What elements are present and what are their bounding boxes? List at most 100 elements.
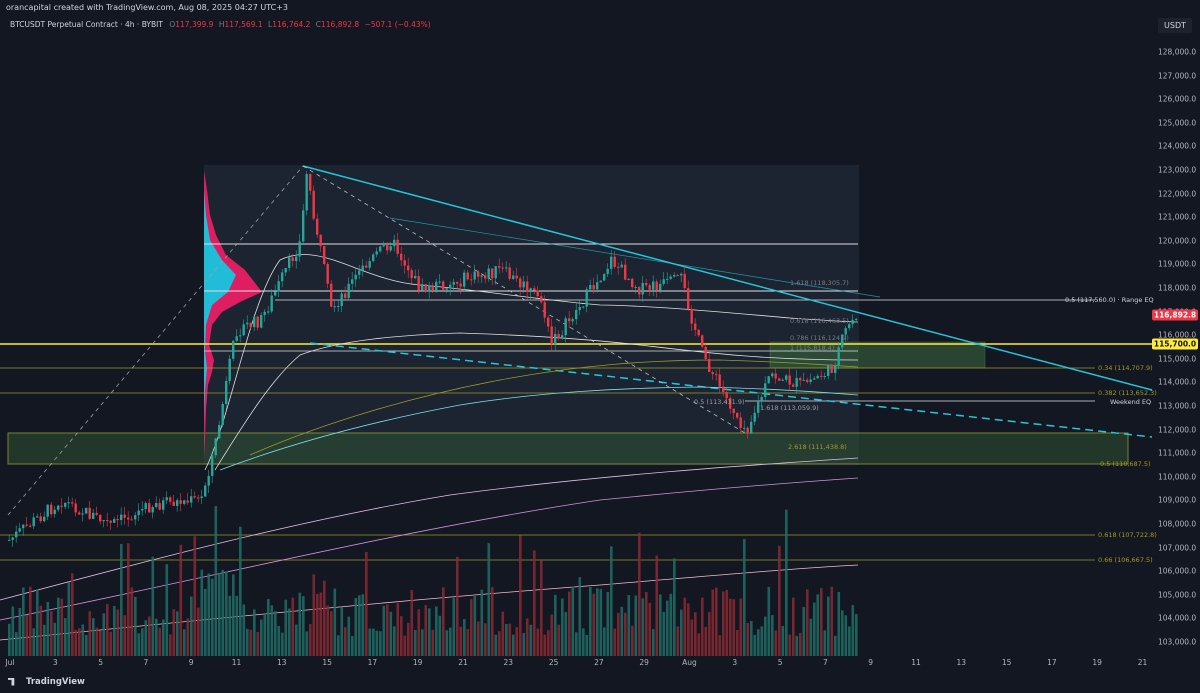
candle-body	[750, 421, 753, 434]
chart-canvas[interactable]: 0.5 (117,560.0) · Range EQ 1.618 (118,30…	[0, 0, 1160, 670]
candle-body	[176, 500, 179, 506]
volume-bar	[690, 619, 694, 656]
volume-bar	[330, 611, 333, 656]
candle-body	[141, 509, 144, 511]
candle-body	[375, 251, 378, 255]
candle-body	[722, 386, 725, 392]
candle-body	[834, 365, 837, 373]
volume-bar	[487, 543, 491, 656]
volume-bar	[652, 629, 655, 656]
candle-body	[792, 384, 795, 387]
candle-body	[543, 302, 546, 318]
volume-bar	[676, 626, 680, 656]
low-value: 116,764.2	[272, 20, 311, 29]
volume-bar	[81, 624, 85, 656]
price-label: 118,000.0	[1158, 283, 1197, 293]
candle-body	[130, 519, 133, 521]
candle-body	[655, 281, 658, 291]
time-label: 3	[732, 658, 738, 667]
demand-zone-main	[7, 432, 1129, 465]
candle-body	[445, 288, 448, 290]
volume-bar	[533, 550, 536, 656]
label-fib-05-low: 0.5 (110,687.5)	[1100, 460, 1151, 468]
candle-body	[29, 525, 32, 527]
volume-bar	[729, 598, 732, 656]
volume-bar	[799, 632, 802, 656]
candle-body	[358, 270, 361, 275]
candle-body	[288, 257, 291, 268]
candle-body	[718, 374, 721, 387]
candle-body	[330, 283, 333, 307]
volume-bar	[204, 588, 207, 656]
volume-bar	[15, 632, 18, 656]
candle-body	[512, 275, 515, 279]
volume-bar	[253, 609, 256, 656]
volume-bar	[274, 611, 277, 656]
volume-bar	[505, 623, 508, 656]
label-fib-0618: 0.618 (107,722.8)	[1098, 531, 1157, 539]
volume-bar	[725, 590, 729, 656]
candle-body	[606, 268, 609, 275]
price-label: 112,000.0	[1158, 425, 1197, 435]
volume-bar	[92, 618, 95, 656]
volume-bar	[120, 543, 123, 656]
price-label: 124,000.0	[1158, 141, 1197, 151]
volume-bar	[816, 594, 820, 656]
volume-bar	[249, 629, 253, 656]
currency-button[interactable]: USDT	[1158, 18, 1192, 33]
volume-bar	[106, 604, 109, 656]
candle-body	[113, 519, 116, 523]
candle-body	[260, 315, 263, 328]
volume-bar	[673, 558, 676, 656]
candle-body	[43, 516, 46, 522]
volume-bar	[197, 607, 200, 656]
candle-body	[522, 281, 525, 288]
ma-olive	[249, 359, 859, 456]
time-axis[interactable]: Jul 3 5 7 9 11 13 15 17 19 21 23 25 27 29 Aug 3 5 7 9 11 13 15…	[0, 658, 1160, 672]
candle-body	[799, 378, 802, 381]
candle-body	[781, 379, 784, 381]
price-axis[interactable]: 128,000.0 127,000.0 126,000.0 125,000.0 124,…	[1158, 0, 1200, 670]
volume-bar	[627, 594, 631, 656]
tradingview-brand[interactable]: TradingView	[8, 677, 85, 687]
candle-body	[400, 253, 403, 261]
price-label: 127,000.0	[1158, 71, 1197, 81]
candle-body	[190, 496, 193, 503]
symbol-name[interactable]: BTCUSDT Perpetual Contract · 4h · BYBIT	[10, 20, 163, 29]
volume-bar	[484, 623, 487, 656]
candle-body	[648, 285, 651, 290]
price-label: 108,000.0	[1158, 519, 1197, 529]
time-label: 7	[823, 658, 828, 667]
candle-body	[39, 516, 42, 522]
candle-body	[788, 375, 791, 385]
volume-bar	[78, 628, 81, 656]
volume-bar	[645, 591, 648, 656]
volume-bar	[340, 606, 344, 656]
candle-body	[827, 364, 830, 376]
volume-bar	[844, 615, 848, 656]
volume-bar	[39, 605, 43, 656]
volume-bar	[239, 526, 242, 656]
time-label: 11	[231, 658, 242, 667]
volume-bar	[95, 627, 99, 656]
time-label: 9	[868, 658, 874, 667]
candle-body	[46, 504, 49, 517]
candle-body	[214, 438, 217, 456]
tradingview-logo-icon	[8, 677, 15, 686]
volume-bar	[669, 593, 673, 656]
volume-bar	[407, 622, 410, 656]
volume-bar	[442, 587, 445, 656]
candle-body	[673, 275, 676, 277]
high-value: 117,569.1	[224, 20, 263, 29]
candle-body	[837, 347, 840, 366]
candle-body	[424, 284, 427, 292]
candle-body	[571, 319, 574, 322]
volume-bar	[795, 635, 799, 656]
volume-bar	[785, 509, 788, 656]
candle-body	[701, 335, 704, 347]
candle-body	[466, 272, 469, 280]
candle-body	[715, 374, 718, 376]
candle-body	[179, 500, 182, 504]
candle-body	[127, 517, 130, 520]
candle-body	[53, 509, 56, 515]
